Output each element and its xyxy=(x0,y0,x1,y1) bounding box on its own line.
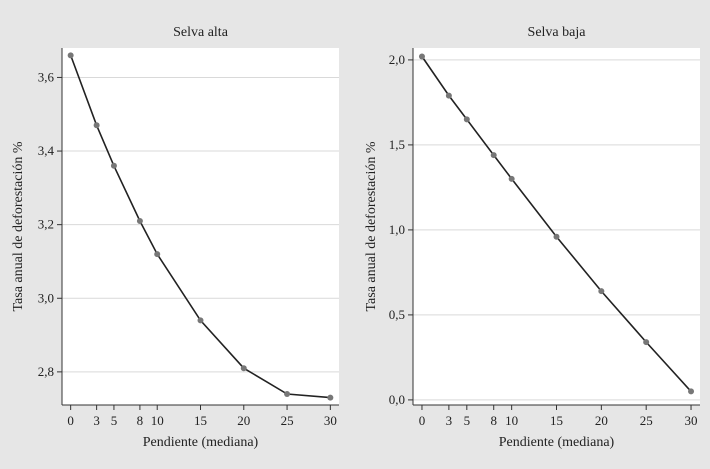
data-point xyxy=(154,251,160,257)
x-tick-label: 5 xyxy=(464,413,471,428)
x-tick-label: 30 xyxy=(685,413,698,428)
chart-panel-selva-baja: 0,0 0,5 1,0 1,5 2,0 0 3 5 8 10 15 20 25 30 Selva baja P… xyxy=(364,25,700,450)
data-point xyxy=(241,365,247,371)
data-point xyxy=(137,218,143,224)
data-point xyxy=(598,288,604,294)
x-tick-label: 30 xyxy=(324,413,337,428)
data-point xyxy=(94,122,100,128)
y-tick-label: 3,0 xyxy=(38,290,54,305)
y-tick-label: 3,4 xyxy=(38,143,55,158)
y-tick-label: 3,6 xyxy=(38,69,55,84)
plot-area xyxy=(62,48,339,405)
y-tick-label: 2,8 xyxy=(38,364,54,379)
plot-area xyxy=(413,48,700,405)
x-tick-label: 20 xyxy=(237,413,250,428)
x-tick-label: 20 xyxy=(595,413,608,428)
y-axis-label: Tasa anual de deforestación % xyxy=(11,141,26,311)
y-tick-label: 1,5 xyxy=(389,137,405,152)
data-point xyxy=(327,395,333,401)
x-tick-label: 8 xyxy=(137,413,144,428)
x-tick-label: 3 xyxy=(446,413,453,428)
y-tick-label: 3,2 xyxy=(38,217,54,232)
data-point xyxy=(643,339,649,345)
x-tick-label: 15 xyxy=(194,413,207,428)
y-tick-label: 0,5 xyxy=(389,307,405,322)
x-tick-label: 15 xyxy=(550,413,563,428)
x-tick-label: 10 xyxy=(505,413,518,428)
y-axis-label: Tasa anual de deforestación % xyxy=(364,141,379,311)
x-tick-label: 10 xyxy=(151,413,164,428)
data-point xyxy=(68,52,74,58)
x-tick-label: 0 xyxy=(419,413,426,428)
data-point xyxy=(464,116,470,122)
data-point xyxy=(198,317,204,323)
data-point xyxy=(509,176,515,182)
x-axis-label: Pendiente (mediana) xyxy=(499,435,615,450)
y-tick-label: 0,0 xyxy=(389,392,405,407)
x-tick-label: 0 xyxy=(67,413,74,428)
chart-title: Selva baja xyxy=(528,25,587,40)
data-point xyxy=(284,391,290,397)
x-tick-label: 3 xyxy=(93,413,100,428)
x-tick-label: 25 xyxy=(281,413,294,428)
x-tick-label: 25 xyxy=(640,413,653,428)
y-tick-label: 1,0 xyxy=(389,222,405,237)
y-tick-label: 2,0 xyxy=(389,52,405,67)
data-point xyxy=(419,54,425,60)
data-point xyxy=(554,234,560,240)
data-point xyxy=(491,152,497,158)
data-point xyxy=(111,163,117,169)
data-point xyxy=(688,388,694,394)
x-axis-label: Pendiente (mediana) xyxy=(143,435,259,450)
x-tick-label: 5 xyxy=(111,413,118,428)
x-tick-label: 8 xyxy=(490,413,497,428)
chart-title: Selva alta xyxy=(173,25,229,40)
data-point xyxy=(446,93,452,99)
